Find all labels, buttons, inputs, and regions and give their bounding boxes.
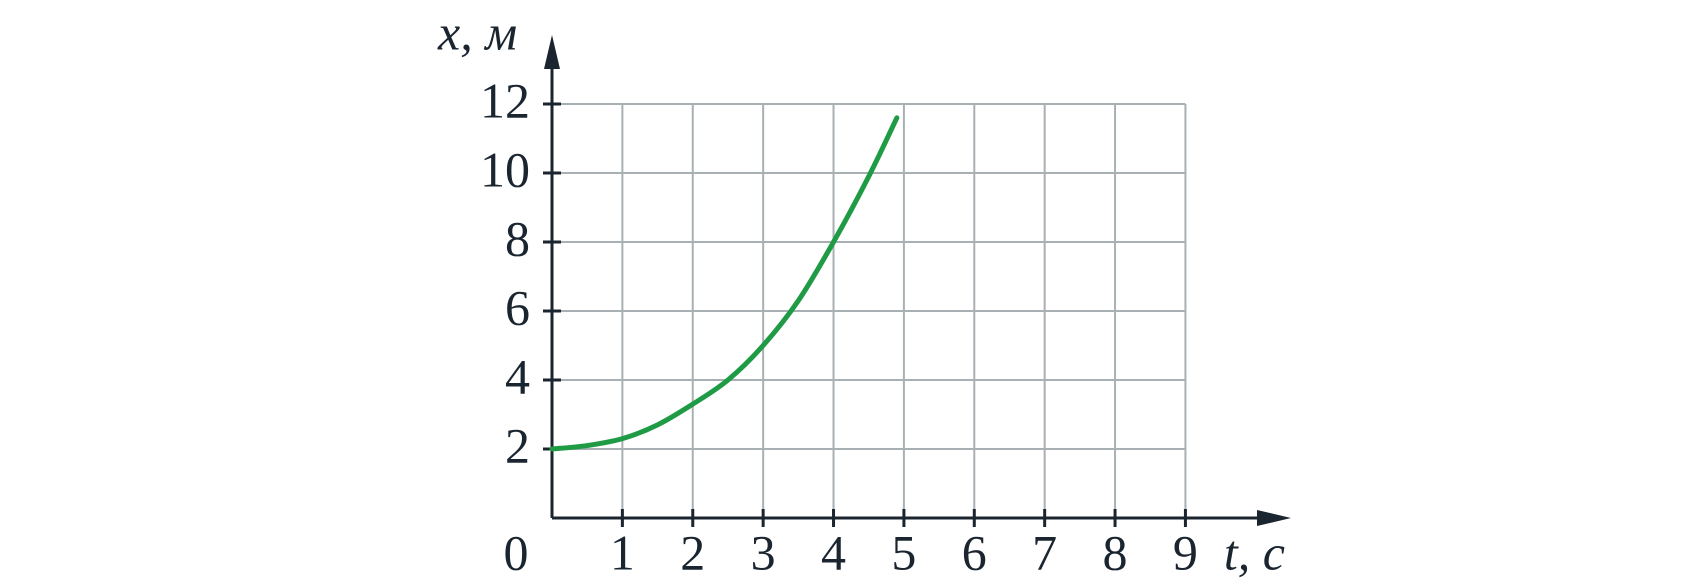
y-tick-label: 8 xyxy=(505,210,530,266)
x-axis-label: t, с xyxy=(1224,524,1285,580)
x-tick-label: 9 xyxy=(1173,524,1198,580)
x-axis-arrow xyxy=(1257,510,1291,526)
y-axis-arrow xyxy=(544,35,560,69)
x-tick-label: 3 xyxy=(751,524,776,580)
x-tick-label: 1 xyxy=(610,524,635,580)
y-tick-label: 12 xyxy=(480,72,530,128)
x-tick-label: 8 xyxy=(1103,524,1128,580)
y-tick-label: 6 xyxy=(505,279,530,335)
data-line xyxy=(549,115,900,452)
x-tick-label: 6 xyxy=(962,524,987,580)
y-tick-label: 4 xyxy=(505,348,530,404)
x-tick-label: 0 xyxy=(504,524,529,580)
x-tick-label: 4 xyxy=(821,524,846,580)
y-tick-label: 2 xyxy=(505,417,530,473)
x-tick-label: 2 xyxy=(680,524,705,580)
y-tick-label: 10 xyxy=(480,141,530,197)
y-axis-label: x, м xyxy=(437,4,517,60)
x-tick-label: 7 xyxy=(1032,524,1057,580)
x-tick-label: 5 xyxy=(891,524,916,580)
